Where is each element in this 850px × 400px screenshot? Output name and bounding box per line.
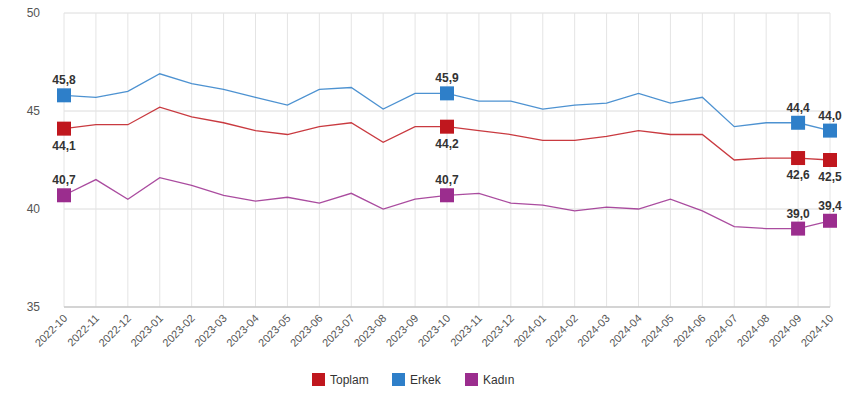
data-label: 40,7 [52, 173, 76, 187]
data-marker [823, 214, 837, 228]
data-label: 42,5 [818, 170, 842, 184]
data-marker [791, 151, 805, 165]
x-grid-line [638, 13, 639, 307]
data-marker [57, 188, 71, 202]
legend-label: Toplam [330, 373, 369, 387]
x-tick-label: 2024-04 [607, 312, 644, 349]
legend-label: Kadın [483, 373, 514, 387]
x-grid-line [191, 13, 192, 307]
data-marker [791, 222, 805, 236]
x-grid-line [159, 13, 160, 307]
x-grid-line [127, 13, 128, 307]
x-grid-line [383, 13, 384, 307]
x-grid-line [287, 13, 288, 307]
x-tick-label: 2024-01 [511, 312, 548, 349]
x-grid-line [415, 13, 416, 307]
x-tick-label: 2024-06 [671, 312, 708, 349]
x-grid-line [510, 13, 511, 307]
data-label: 44,0 [818, 109, 842, 123]
data-labels: 44,1 44,2 42,6 42,5 45,8 45,9 44,4 44,0 40,7 40,7… [52, 71, 842, 220]
x-tick-label: 2023-03 [192, 312, 229, 349]
data-marker [440, 120, 454, 134]
legend-swatch [312, 373, 325, 386]
x-grid-line [255, 13, 256, 307]
x-tick-label: 2024-03 [575, 312, 612, 349]
x-grid-line [223, 13, 224, 307]
data-label: 44,2 [435, 137, 459, 151]
x-tick-label: 2024-05 [639, 312, 676, 349]
legend-swatch [465, 373, 478, 386]
legend-swatch [392, 373, 405, 386]
x-grid-line [702, 13, 703, 307]
plot-area [57, 74, 837, 236]
y-grid-line [64, 307, 830, 308]
data-label: 42,6 [786, 168, 810, 182]
x-grid-line [351, 13, 352, 307]
data-label: 44,1 [52, 139, 76, 153]
data-marker [823, 153, 837, 167]
x-grid-line [670, 13, 671, 307]
chart-container: 354045502022-102022-112022-122023-012023… [0, 0, 850, 400]
x-tick-label: 2023-10 [415, 312, 452, 349]
x-tick-label: 2023-02 [160, 312, 197, 349]
x-tick-label: 2024-07 [703, 312, 740, 349]
x-grid-line [542, 13, 543, 307]
data-label: 44,4 [786, 101, 810, 115]
data-label: 39,4 [818, 199, 842, 213]
data-marker [823, 124, 837, 138]
x-grid-line [64, 13, 65, 307]
x-grid-line [478, 13, 479, 307]
x-tick-label: 2022-12 [96, 312, 133, 349]
data-marker [440, 86, 454, 100]
chart-svg: 354045502022-102022-112022-122023-012023… [0, 0, 850, 400]
data-label: 45,9 [435, 71, 459, 85]
legend: Toplam Erkek Kadın [312, 373, 514, 387]
x-grid-line [766, 13, 767, 307]
y-tick-label: 50 [27, 6, 41, 20]
x-grid-line [447, 13, 448, 307]
x-grid-line [574, 13, 575, 307]
y-tick-label: 45 [27, 104, 41, 118]
legend-label: Erkek [410, 373, 442, 387]
x-tick-label: 2023-08 [352, 312, 389, 349]
x-tick-label: 2022-10 [32, 312, 69, 349]
y-tick-label: 40 [27, 202, 41, 216]
x-tick-label: 2023-12 [479, 312, 516, 349]
x-tick-label: 2023-05 [256, 312, 293, 349]
x-tick-label: 2022-11 [65, 312, 101, 348]
data-marker [440, 188, 454, 202]
data-label: 40,7 [435, 173, 459, 187]
x-tick-label: 2023-09 [383, 312, 420, 349]
x-tick-label: 2024-10 [798, 312, 835, 349]
x-axis-line [64, 307, 830, 308]
data-marker [57, 122, 71, 136]
data-label: 45,8 [52, 73, 76, 87]
x-grid-line [319, 13, 320, 307]
data-marker [791, 116, 805, 130]
x-tick-label: 2024-09 [766, 312, 803, 349]
x-tick-label: 2023-04 [224, 312, 261, 349]
x-tick-label: 2023-11 [448, 312, 484, 348]
x-tick-label: 2023-01 [128, 312, 165, 349]
x-tick-label: 2024-08 [735, 312, 772, 349]
x-grid-line [95, 13, 96, 307]
series-line [64, 107, 830, 160]
x-tick-label: 2023-07 [320, 312, 357, 349]
data-label: 39,0 [786, 207, 810, 221]
x-tick-label: 2024-02 [543, 312, 580, 349]
data-marker [57, 88, 71, 102]
x-grid-line [606, 13, 607, 307]
x-tick-label: 2023-06 [288, 312, 325, 349]
y-tick-label: 35 [27, 300, 41, 314]
grid [64, 13, 830, 307]
